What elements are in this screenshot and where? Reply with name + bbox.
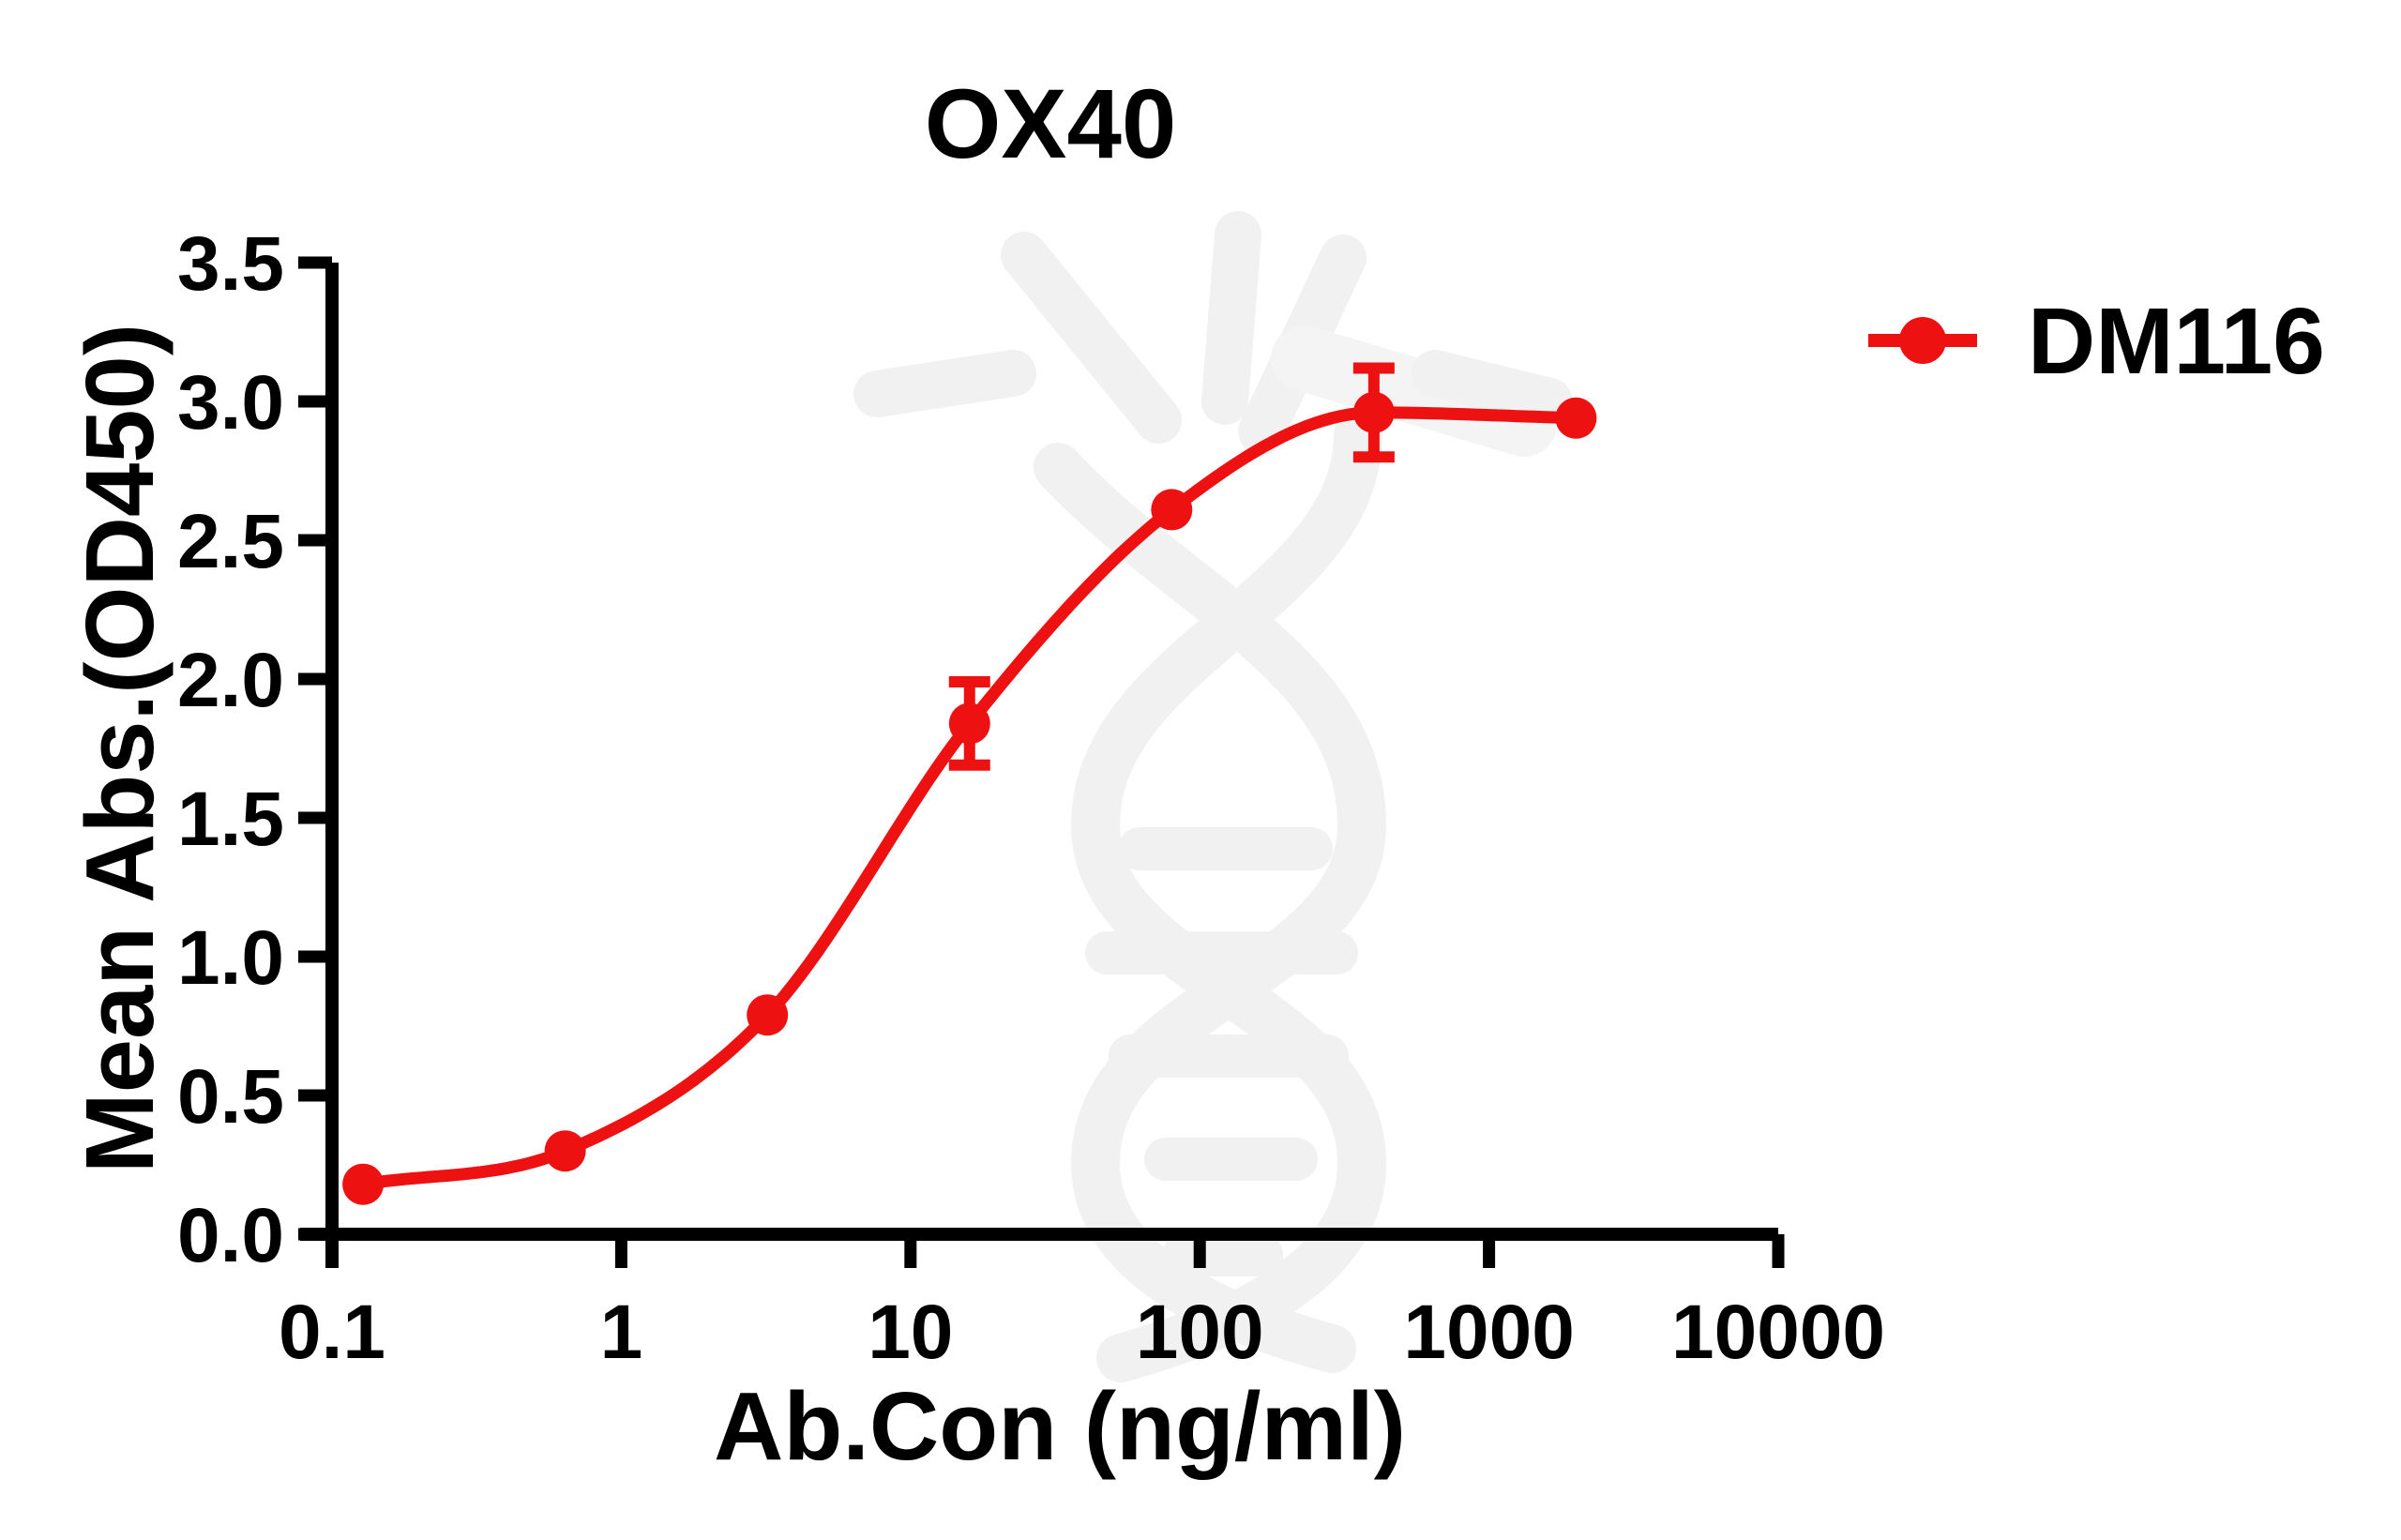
data-point [1352,391,1395,433]
x-tick-label: 10000 [1671,1290,1885,1375]
data-point [1151,489,1193,531]
data-point [747,994,789,1036]
y-tick-label: 0.0 [177,1193,284,1278]
x-tick-label: 1000 [1403,1290,1574,1375]
y-tick-label: 2.0 [177,638,284,723]
data-point [1555,397,1597,439]
x-tick-label: 100 [1136,1290,1264,1375]
y-tick-label: 3.0 [177,360,284,445]
dna-watermark-icon [853,211,1573,1382]
y-tick-label: 3.5 [177,221,284,307]
x-tick-label: 10 [868,1290,953,1375]
data-point [948,702,990,745]
legend-label: DM116 [2028,289,2325,394]
y-tick-label: 1.0 [177,915,284,1001]
y-tick-label: 1.5 [177,777,284,862]
data-point [342,1163,385,1205]
legend: DM116 [1868,289,2325,394]
y-axis-title: Mean Abs.(OD450) [66,324,174,1173]
chart-title: OX40 [925,69,1177,179]
legend-marker-dot [1899,317,1946,364]
x-tick-label: 0.1 [279,1290,385,1375]
x-tick-label: 1 [600,1290,643,1375]
y-tick-label: 2.5 [177,499,284,584]
y-tick-label: 0.5 [177,1054,284,1140]
data-point [544,1130,586,1172]
x-axis-title: Ab.Con (ng/ml) [714,1372,1406,1480]
dose-response-curve [356,406,1582,1191]
